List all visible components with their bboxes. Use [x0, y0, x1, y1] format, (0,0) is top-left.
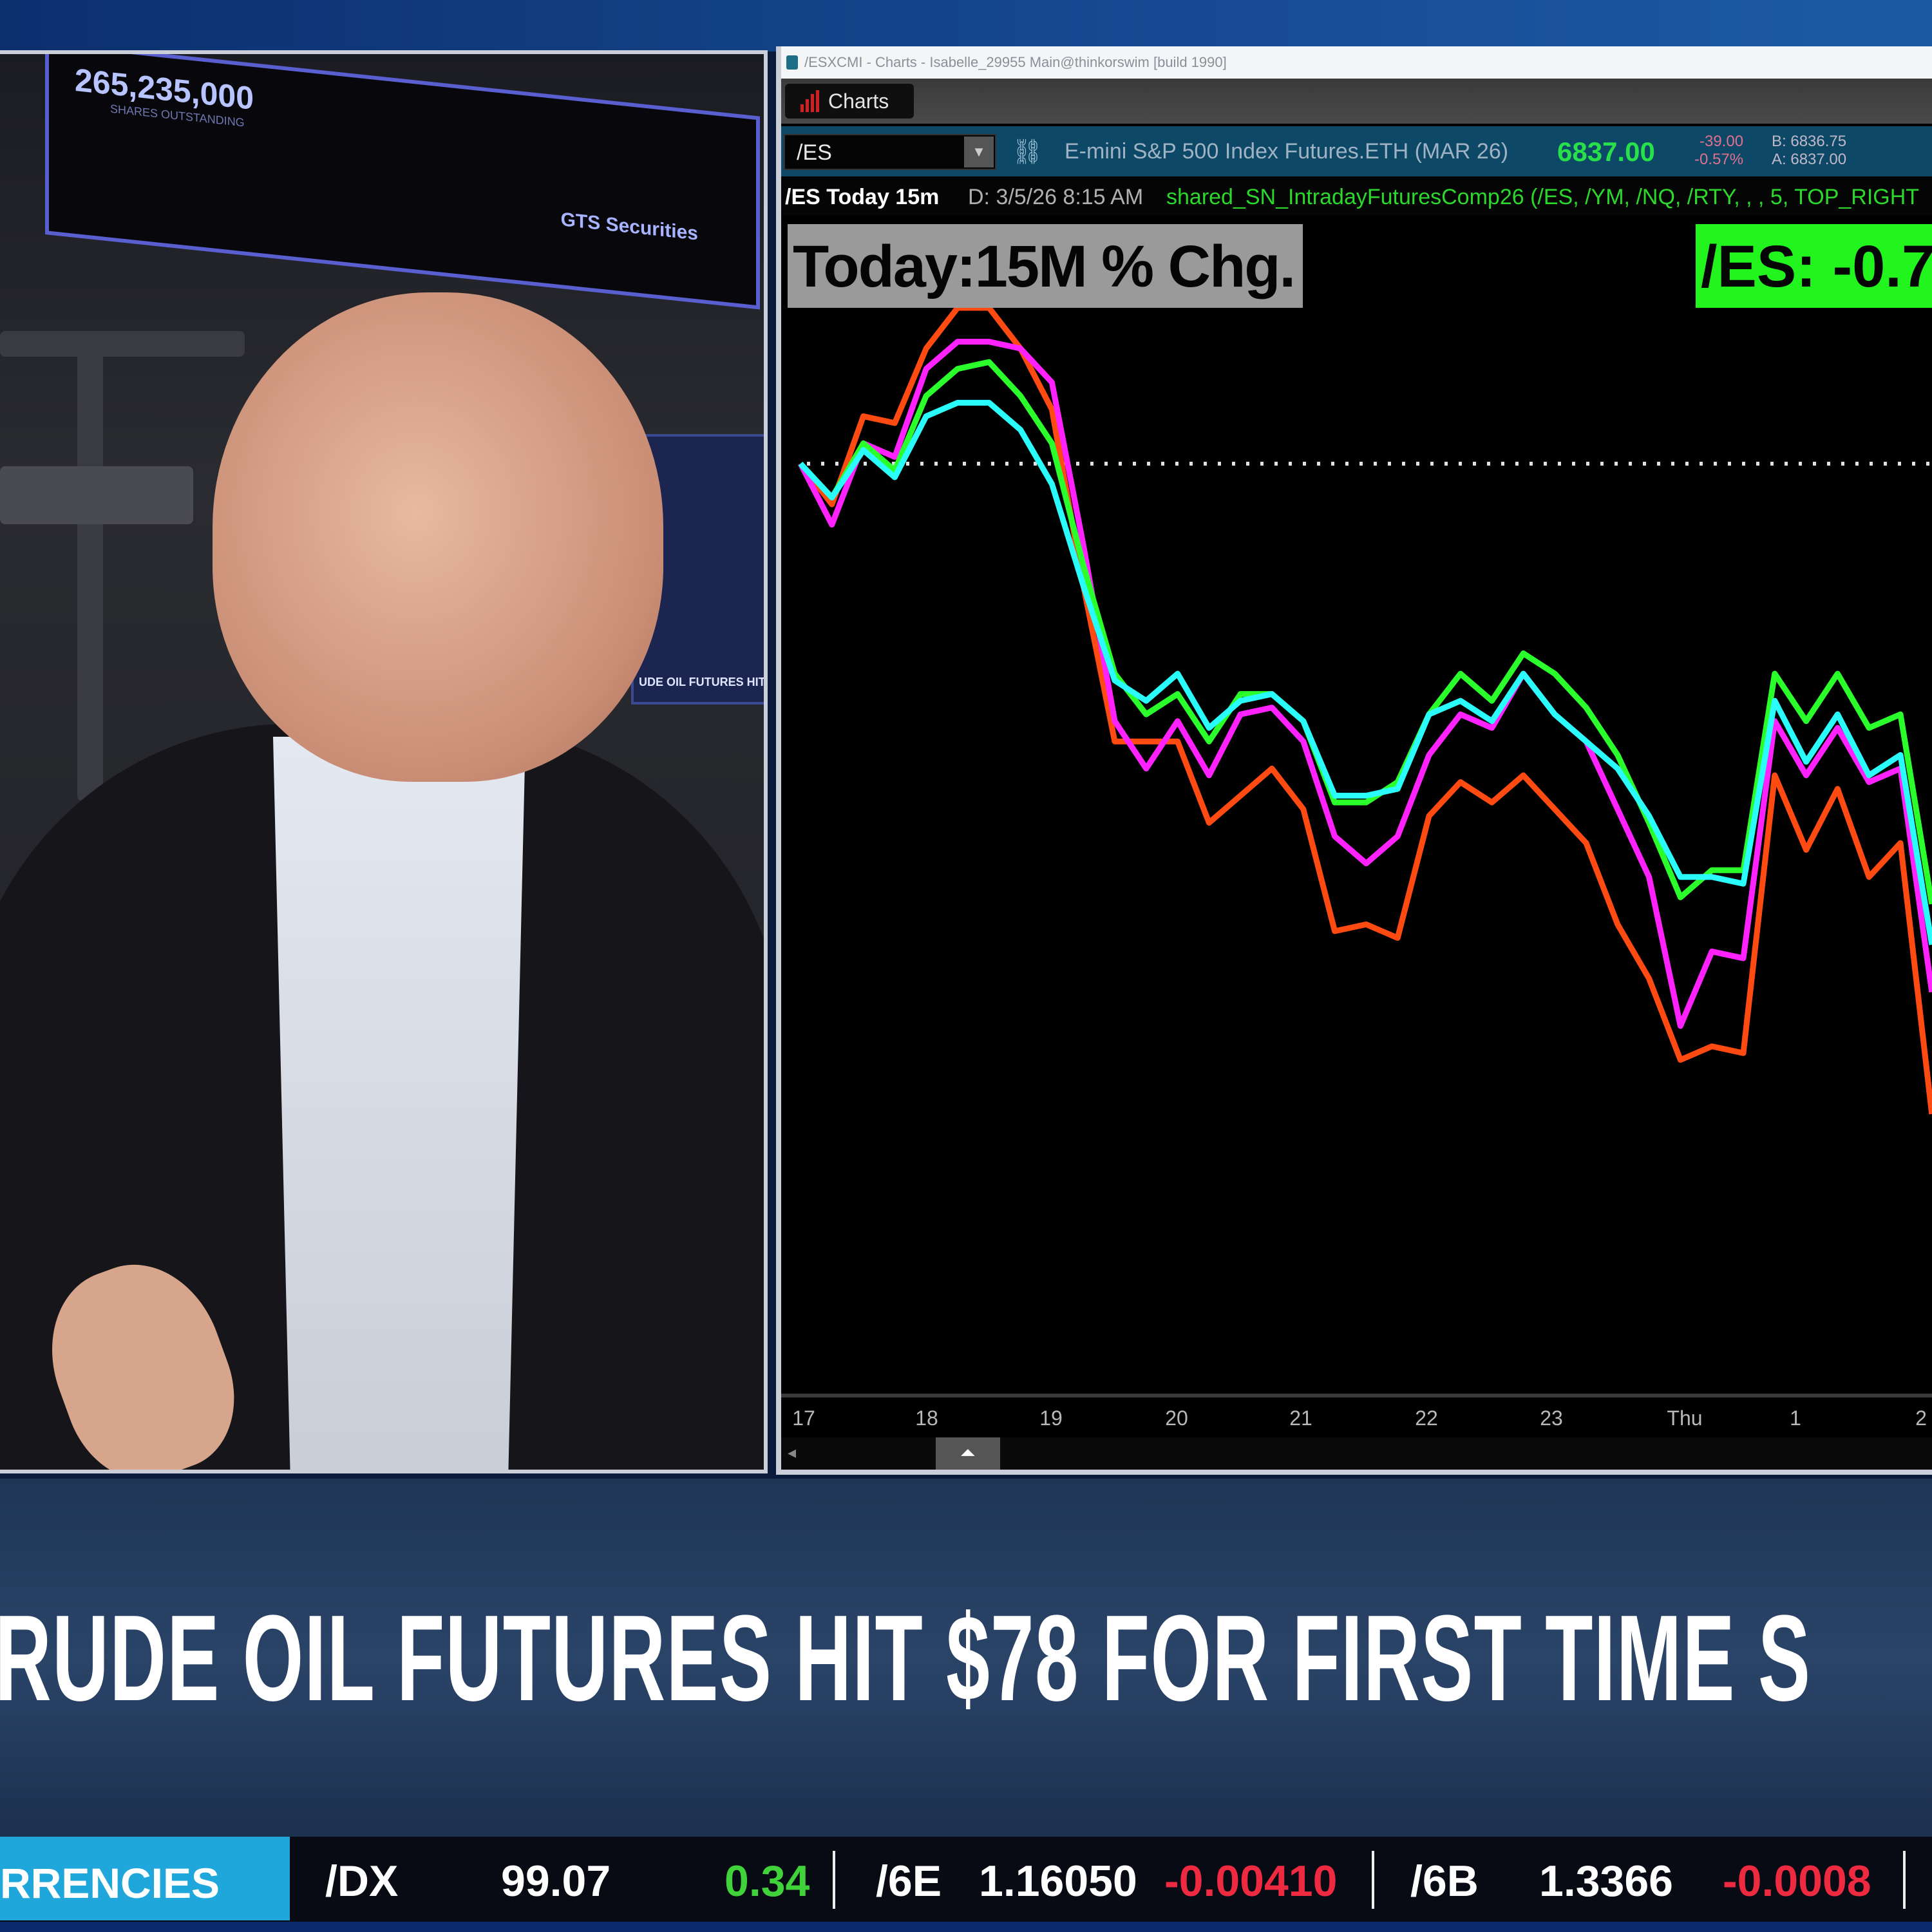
x-tick-label: 22	[1415, 1406, 1438, 1430]
chart-date: D: 3/5/26 8:15 AM	[968, 185, 1144, 209]
chart-scrollbar[interactable]: ◂ ⏶	[781, 1437, 1932, 1470]
ticker-change: -0.00410	[1164, 1857, 1338, 1906]
link-icon[interactable]: ⛓	[1012, 138, 1043, 166]
x-tick-label: 21	[1289, 1406, 1312, 1430]
ticker-symbol: /DX	[325, 1857, 399, 1906]
ticker-price: 1.3366	[1539, 1857, 1673, 1906]
thinkorswim-window: /ESXCMI - Charts - Isabelle_29955 Main@t…	[776, 46, 1932, 1475]
broadcast-top-band	[0, 0, 1932, 52]
ticker-price: 1.16050	[979, 1857, 1137, 1906]
chart-area[interactable]: Today:15M % Chg. /ES: -0.71	[781, 219, 1932, 1392]
ticker-divider	[1372, 1851, 1374, 1909]
chart-title-label: Today:15M % Chg.	[788, 224, 1303, 308]
studio-video-feed: 265,235,000 SHARES OUTSTANDING GTS Secur…	[0, 50, 768, 1473]
ticker-category: RRENCIES	[0, 1837, 290, 1920]
studio-shelf	[0, 331, 245, 357]
es-change-label: /ES: -0.71	[1696, 224, 1932, 308]
symbol-value: /ES	[797, 140, 832, 165]
studio-monitor: 265,235,000 SHARES OUTSTANDING GTS Secur…	[45, 54, 760, 310]
ticker-symbol: /6B	[1410, 1857, 1479, 1906]
ticker-price: 99.07	[501, 1857, 611, 1906]
presenter-head	[213, 292, 663, 782]
x-tick-label: 19	[1039, 1406, 1063, 1430]
symbol-input[interactable]: /ES ▼	[784, 134, 996, 170]
headline: RUDE OIL FUTURES HIT $78 FOR FIRST TIME …	[0, 1590, 1812, 1727]
x-tick-label: 17	[792, 1406, 815, 1430]
app-icon	[786, 55, 798, 70]
series-line-0	[798, 305, 1932, 1115]
lower-third-banner: RUDE OIL FUTURES HIT $78 FOR FIRST TIME …	[0, 1479, 1932, 1837]
bid-price: B: 6836.75	[1772, 133, 1847, 150]
studio-equipment	[0, 466, 193, 524]
tab-label: Charts	[828, 89, 889, 113]
chevron-down-icon[interactable]: ▼	[964, 137, 994, 167]
x-tick-label: 2	[1915, 1406, 1927, 1430]
series-line-1	[798, 339, 1932, 1029]
bid-ask-block: B: 6836.75 A: 6837.00	[1772, 133, 1846, 169]
tab-bar: Charts	[781, 79, 1932, 124]
scroll-left-icon[interactable]: ◂	[788, 1443, 797, 1462]
change-block: -39.00 -0.57%	[1694, 133, 1743, 169]
ticker-bar: RRENCIES /DX 99.07 0.34 /6E 1.16050 -0.0…	[0, 1837, 1932, 1932]
bar-chart-icon	[800, 90, 819, 112]
chart-plot	[798, 305, 1932, 1115]
ticker-divider	[833, 1851, 835, 1909]
monitor-brand: GTS Securities	[560, 209, 698, 245]
chart-header: /ES Today 15m D: 3/5/26 8:15 AM shared_S…	[781, 178, 1932, 216]
ticker-symbol: /6E	[876, 1857, 942, 1906]
symbol-bar: /ES ▼ ⛓ E-mini S&P 500 Index Futures.ETH…	[781, 126, 1932, 176]
x-axis: 17 18 19 20 21 22 23 Thu 1 2	[781, 1394, 1932, 1436]
window-title: /ESXCMI - Charts - Isabelle_29955 Main@t…	[804, 54, 1227, 70]
chart-study-label[interactable]: shared_SN_IntradayFuturesComp26 (/ES, /Y…	[1166, 185, 1920, 209]
ticker-change: 0.34	[724, 1857, 810, 1906]
presenter-shirt	[273, 737, 526, 1470]
background-screen-text: UDE OIL FUTURES HIT $78	[639, 676, 766, 688]
x-tick-label: Thu	[1667, 1406, 1703, 1430]
tab-charts[interactable]: Charts	[785, 84, 914, 118]
x-tick-label: 18	[915, 1406, 938, 1430]
ask-price: A: 6837.00	[1772, 151, 1847, 168]
series-line-3	[798, 399, 1932, 945]
ticker-change: -0.0008	[1723, 1857, 1871, 1906]
x-tick-label: 20	[1165, 1406, 1188, 1430]
ticker-divider	[1903, 1851, 1906, 1909]
last-price: 6837.00	[1557, 137, 1655, 167]
studio-stand	[77, 350, 103, 801]
x-tick-label: 1	[1790, 1406, 1801, 1430]
net-change: -39.00	[1699, 133, 1744, 150]
symbol-description: E-mini S&P 500 Index Futures.ETH (MAR 26…	[1065, 139, 1509, 164]
scroll-thumb[interactable]: ⏶	[936, 1437, 1000, 1470]
window-title-bar[interactable]: /ESXCMI - Charts - Isabelle_29955 Main@t…	[781, 46, 1932, 79]
x-tick-label: 23	[1540, 1406, 1563, 1430]
percent-change: -0.57%	[1694, 151, 1744, 168]
chart-symbol-period[interactable]: /ES Today 15m	[785, 185, 940, 209]
